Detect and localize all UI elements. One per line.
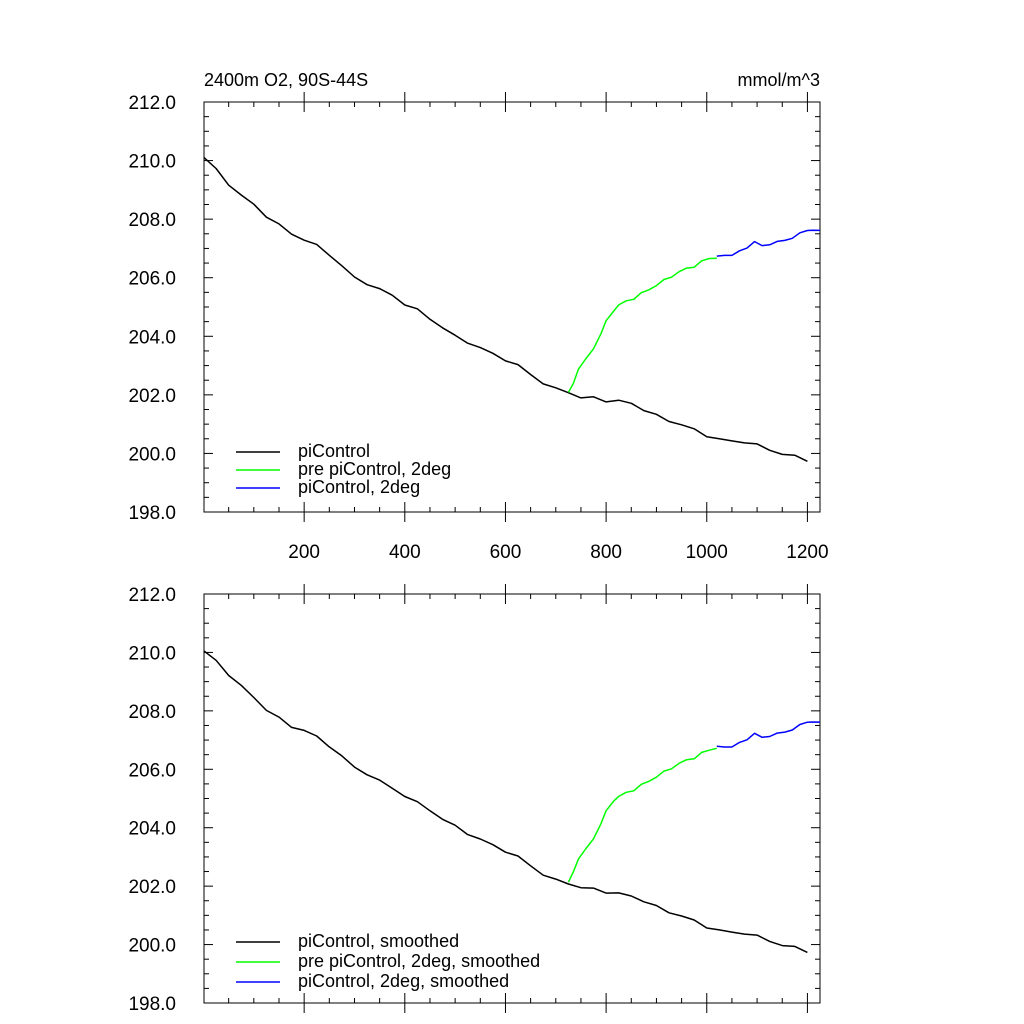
x-tick-label: 600 [490, 542, 522, 563]
top-panel: 198.0 200.0 202.0 204.0 206.0 208.0 210.0 212.0… [128, 92, 829, 563]
x-tick-label: 200 [288, 542, 320, 563]
bottom-panel: 198.0 200.0 202.0 204.0 206.0 208.0 210.0 212.0… [128, 584, 821, 1015]
x-tick-label: 400 [389, 542, 421, 563]
series-line-0 [203, 157, 808, 462]
y-tick-label: 206.0 [128, 760, 176, 781]
y-tick-label: 200.0 [128, 444, 176, 465]
legend-label: piControl, 2deg [298, 477, 420, 497]
legend-label: piControl, 2deg, smoothed [298, 971, 509, 991]
y-tick-label: 198.0 [128, 994, 176, 1015]
x-tick-label: 1200 [786, 542, 828, 563]
legend-label: pre piControl, 2deg, smoothed [298, 951, 540, 971]
y-tick-label: 202.0 [128, 877, 176, 898]
y-tick-label: 204.0 [128, 327, 176, 348]
x-tick-label: 1000 [686, 542, 728, 563]
y-tick-label: 200.0 [128, 936, 176, 957]
y-tick-label: 206.0 [128, 269, 176, 290]
y-tick-label: 198.0 [128, 503, 176, 524]
plot-title: 2400m O2, 90S-44S [204, 70, 368, 90]
y-tick-label: 204.0 [128, 819, 176, 840]
y-tick-label: 208.0 [128, 210, 176, 231]
x-tick-label: 800 [590, 542, 622, 563]
y-tick-label: 210.0 [128, 152, 176, 173]
y-tick-label: 212.0 [128, 93, 176, 114]
legend-label: piControl [298, 441, 370, 461]
y-tick-label: 208.0 [128, 702, 176, 723]
series-line-1 [567, 747, 717, 883]
series-line-0 [203, 650, 808, 954]
series-line-2 [716, 229, 821, 257]
series-line-1 [567, 257, 717, 393]
units-label: mmol/m^3 [738, 70, 820, 90]
legend-label: piControl, smoothed [298, 931, 459, 951]
legend-label: pre piControl, 2deg [298, 459, 451, 479]
y-tick-label: 212.0 [128, 585, 176, 606]
series-line-2 [716, 721, 821, 748]
y-tick-label: 202.0 [128, 386, 176, 407]
y-tick-label: 210.0 [128, 643, 176, 664]
